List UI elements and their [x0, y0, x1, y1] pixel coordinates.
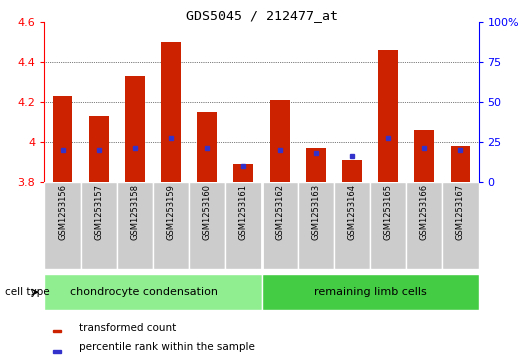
Bar — [53, 330, 61, 333]
FancyBboxPatch shape — [406, 182, 442, 269]
Bar — [89, 115, 109, 182]
Bar — [53, 350, 61, 353]
Text: GSM1253158: GSM1253158 — [130, 184, 140, 240]
Bar — [378, 50, 398, 182]
Bar — [270, 99, 290, 182]
Bar — [161, 42, 181, 182]
Text: GSM1253164: GSM1253164 — [347, 184, 357, 240]
FancyBboxPatch shape — [44, 182, 81, 269]
Bar — [53, 95, 73, 182]
Text: GSM1253160: GSM1253160 — [203, 184, 212, 240]
Text: GSM1253165: GSM1253165 — [383, 184, 393, 240]
Bar — [450, 146, 470, 182]
FancyBboxPatch shape — [298, 182, 334, 269]
Bar — [414, 130, 434, 182]
FancyBboxPatch shape — [44, 274, 262, 310]
Bar — [342, 159, 362, 182]
Text: transformed count: transformed count — [79, 323, 176, 333]
Text: GSM1253163: GSM1253163 — [311, 184, 320, 240]
Text: GSM1253166: GSM1253166 — [420, 184, 429, 240]
Text: chondrocyte condensation: chondrocyte condensation — [70, 287, 218, 297]
Bar — [125, 76, 145, 182]
FancyBboxPatch shape — [442, 182, 479, 269]
Text: remaining limb cells: remaining limb cells — [314, 287, 426, 297]
Bar — [197, 111, 217, 182]
FancyBboxPatch shape — [81, 182, 117, 269]
Text: cell type: cell type — [5, 287, 50, 297]
FancyBboxPatch shape — [225, 182, 262, 269]
Text: GSM1253161: GSM1253161 — [239, 184, 248, 240]
FancyBboxPatch shape — [334, 182, 370, 269]
FancyBboxPatch shape — [189, 182, 225, 269]
Text: percentile rank within the sample: percentile rank within the sample — [79, 342, 255, 352]
Bar — [233, 163, 253, 182]
Text: GSM1253156: GSM1253156 — [58, 184, 67, 240]
FancyBboxPatch shape — [117, 182, 153, 269]
FancyBboxPatch shape — [262, 182, 298, 269]
Text: GSM1253162: GSM1253162 — [275, 184, 284, 240]
FancyBboxPatch shape — [370, 182, 406, 269]
Text: GDS5045 / 212477_at: GDS5045 / 212477_at — [186, 9, 337, 22]
Text: GSM1253159: GSM1253159 — [166, 184, 176, 240]
Text: GSM1253157: GSM1253157 — [94, 184, 103, 240]
FancyBboxPatch shape — [153, 182, 189, 269]
Bar — [306, 147, 326, 182]
FancyBboxPatch shape — [262, 274, 479, 310]
Text: GSM1253167: GSM1253167 — [456, 184, 465, 240]
